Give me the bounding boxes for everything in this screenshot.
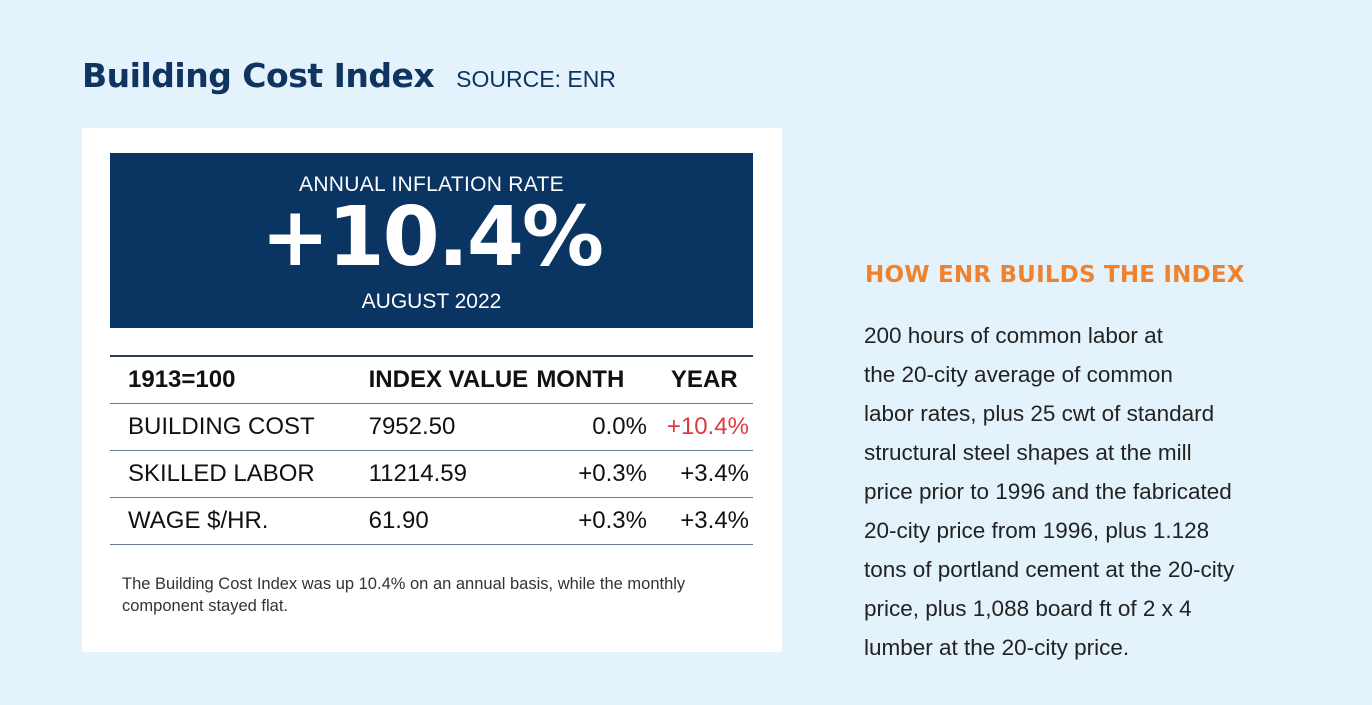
banner-label: ANNUAL INFLATION RATE	[299, 173, 564, 196]
inflation-banner: ANNUAL INFLATION RATE +10.4% AUGUST 2022	[110, 153, 753, 328]
column-header-base: 1913=100	[110, 355, 369, 404]
row-index-value: 7952.50	[368, 403, 537, 451]
row-name: BUILDING COST	[110, 403, 369, 451]
description-line: lumber at the 20-city price.	[864, 635, 1130, 660]
banner-date: AUGUST 2022	[361, 290, 502, 313]
column-header-year: YEAR	[666, 355, 753, 404]
inflation-rate: +10.4%	[260, 190, 604, 285]
description-line: labor rates, plus 25 cwt of standard	[864, 401, 1215, 426]
description-line: 200 hours of common labor at	[864, 323, 1163, 348]
row-index-value: 61.90	[368, 497, 537, 545]
row-year: +10.4%	[666, 403, 753, 451]
description-line: 20-city price from 1996, plus 1.128	[864, 518, 1210, 543]
column-header-index-value: INDEX VALUE	[368, 355, 537, 404]
table-row: SKILLED LABOR 11214.59 +0.3% +3.4%	[110, 450, 753, 498]
row-year: +3.4%	[666, 450, 753, 498]
description-line: structural steel shapes at the mill	[864, 440, 1192, 465]
table-header-row: 1913=100 INDEX VALUE MONTH YEAR	[110, 355, 753, 404]
index-card: ANNUAL INFLATION RATE +10.4% AUGUST 2022…	[82, 128, 782, 652]
description-line: price prior to 1996 and the fabricated	[864, 479, 1232, 504]
row-month: +0.3%	[536, 450, 667, 498]
row-month: 0.0%	[536, 403, 667, 451]
side-description: 200 hours of common labor at the 20-city…	[864, 316, 1294, 667]
row-index-value: 11214.59	[368, 450, 537, 498]
row-month: +0.3%	[536, 497, 667, 545]
description-line: tons of portland cement at the 20-city	[864, 557, 1235, 582]
row-year: +3.4%	[666, 497, 753, 545]
row-name: SKILLED LABOR	[110, 450, 369, 498]
table-row: WAGE $/HR. 61.90 +0.3% +3.4%	[110, 497, 753, 545]
description-line: price, plus 1,088 board ft of 2 x 4	[864, 596, 1192, 621]
header: Building Cost Index SOURCE: ENR	[82, 56, 616, 95]
column-header-month: MONTH	[536, 355, 667, 404]
index-table: 1913=100 INDEX VALUE MONTH YEAR BUILDING…	[110, 355, 753, 545]
table-row: BUILDING COST 7952.50 0.0% +10.4%	[110, 403, 753, 451]
description-line: the 20-city average of common	[864, 362, 1173, 387]
source-label: SOURCE: ENR	[456, 66, 616, 92]
row-name: WAGE $/HR.	[110, 497, 369, 545]
page-title: Building Cost Index	[82, 56, 435, 95]
page-frame: Building Cost Index SOURCE: ENR ANNUAL I…	[4, 4, 1368, 701]
table-caption: The Building Cost Index was up 10.4% on …	[122, 575, 686, 616]
side-heading: HOW ENR BUILDS THE INDEX	[865, 262, 1245, 288]
